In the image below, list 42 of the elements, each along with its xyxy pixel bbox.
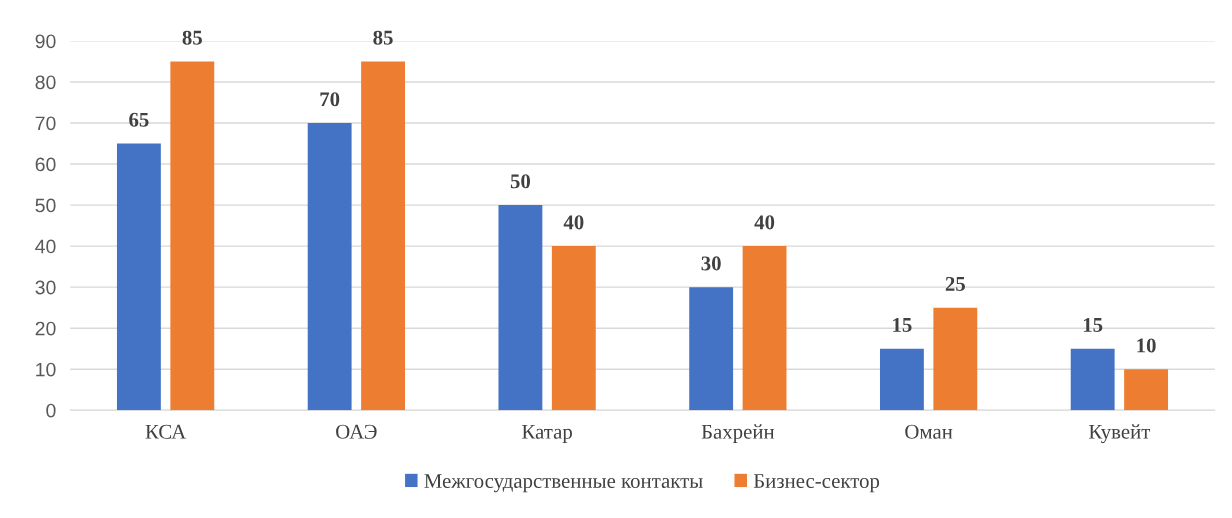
y-tick-label: 90 xyxy=(35,34,56,49)
data-label: 85 xyxy=(373,30,393,45)
data-label: 15 xyxy=(1083,318,1103,332)
y-tick-label: 10 xyxy=(36,362,56,377)
data-label: 10 xyxy=(1137,338,1156,353)
x-tick-label: ОАЭ xyxy=(336,424,377,439)
data-label: 15 xyxy=(893,318,912,332)
bar xyxy=(551,246,596,411)
y-tick-label: 70 xyxy=(35,116,56,131)
y-tick-label: 80 xyxy=(35,75,56,90)
x-tick-label: КСА xyxy=(145,424,187,439)
bar xyxy=(933,307,978,411)
y-tick-label: 50 xyxy=(35,198,56,213)
y-tick-label: 30 xyxy=(35,280,56,295)
y-tick-label: 0 xyxy=(46,403,56,418)
bar xyxy=(307,123,352,411)
data-label: 30 xyxy=(701,256,721,271)
bar xyxy=(498,205,543,411)
x-tick-label: Оман xyxy=(905,424,953,439)
bar xyxy=(1070,348,1115,411)
bar xyxy=(170,61,215,411)
bar xyxy=(689,287,734,411)
data-label: 50 xyxy=(510,174,531,189)
data-label: 25 xyxy=(945,276,965,291)
bar xyxy=(879,348,924,411)
legend-label: Бизнес-сектор xyxy=(753,474,880,493)
data-label: 70 xyxy=(320,92,340,107)
bar xyxy=(1124,369,1169,411)
y-tick-label: 20 xyxy=(35,321,56,336)
y-tick-label: 40 xyxy=(35,239,56,254)
x-tick-label: Катар xyxy=(522,424,572,444)
data-label: 40 xyxy=(563,215,584,230)
data-label: 85 xyxy=(182,30,202,45)
bar xyxy=(116,143,161,411)
y-tick-label: 60 xyxy=(35,157,56,172)
bar xyxy=(361,61,405,411)
data-label: 65 xyxy=(129,112,149,127)
bar xyxy=(742,246,787,411)
x-tick-label: Кувейт xyxy=(1088,424,1151,444)
x-tick-label: Бахрейн xyxy=(701,424,775,444)
legend-label: Межгосударственные контакты xyxy=(424,474,703,493)
data-label: 40 xyxy=(754,215,775,230)
